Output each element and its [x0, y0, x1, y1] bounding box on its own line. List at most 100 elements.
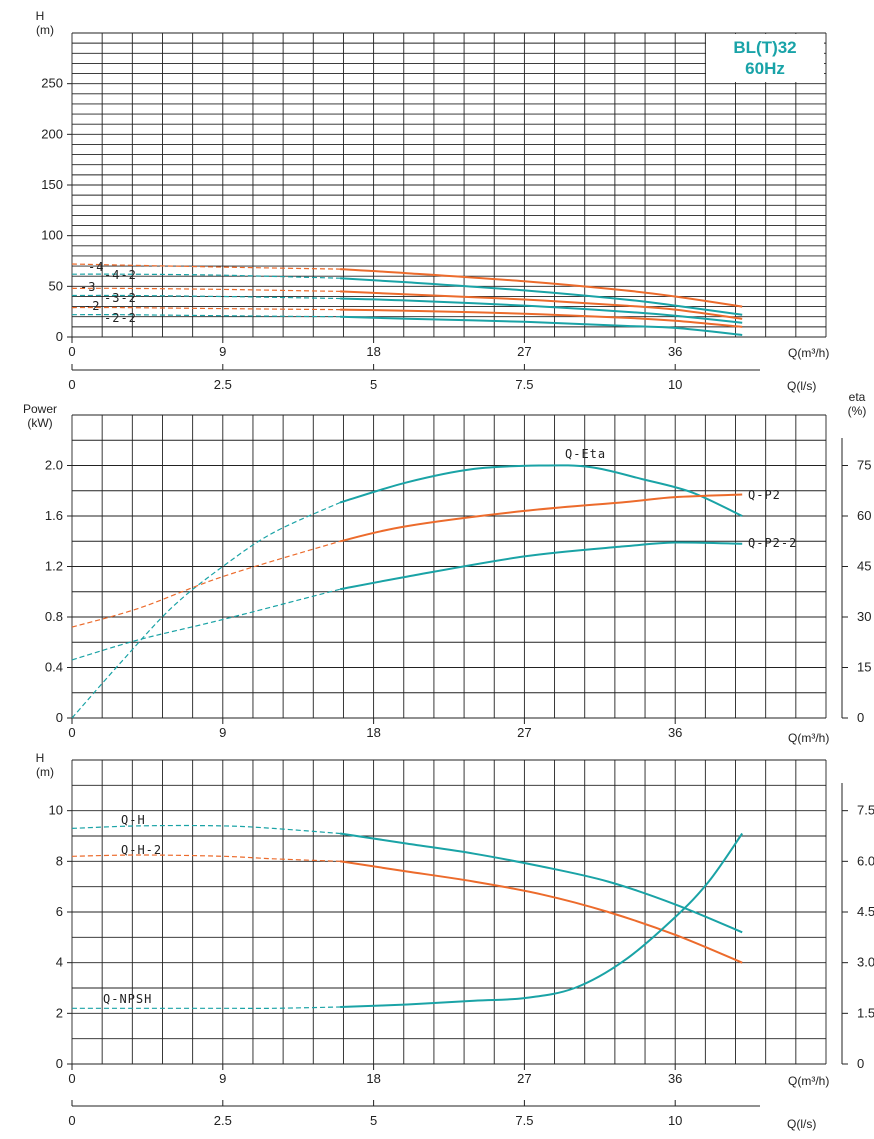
series-label-2-2: -2-2	[104, 311, 137, 325]
head-series-5	[71, 314, 743, 336]
head-ytick-label: 50	[49, 278, 63, 293]
npsh-xtick-label: 9	[219, 1071, 226, 1086]
power-series-line-dashed	[71, 588, 341, 661]
series-label-q-npsh: Q-NPSH	[103, 992, 152, 1006]
npsh-series-1	[71, 854, 743, 964]
power-ytick-label: 2.0	[45, 458, 63, 473]
head-x2tick-label: 10	[668, 377, 682, 392]
head-axis-title: H	[36, 9, 45, 23]
head-ytick-label: 200	[41, 126, 63, 141]
head-x2-axis-label: Q(l/s)	[787, 379, 816, 393]
power-x-axis-label: Q(m³/h)	[788, 731, 829, 745]
head-series-line-dashed	[71, 287, 341, 292]
npsh-y2tick-label: 3.0	[857, 955, 874, 970]
npsh-y2tick-label: 4.5	[857, 904, 874, 919]
npsh-series-line	[339, 860, 743, 964]
power-series-0	[71, 464, 743, 719]
panel-npsh: 0 2 4 6 8 10 0 9 18 27 36 0 2.5 5 7.5 10 0 1.5 3.0 4.5 6.0 7.…	[49, 759, 874, 1128]
eta-axis-title: eta	[849, 390, 866, 404]
head-series-line-dashed	[71, 273, 341, 279]
head-x2tick-label: 5	[370, 377, 377, 392]
power-series-line-dashed	[71, 540, 341, 628]
npsh-x2tick-label: 0	[68, 1113, 75, 1128]
power-series-line	[339, 464, 743, 517]
npsh-xtick-label: 36	[668, 1071, 682, 1086]
series-label-q-p2-2: Q-P2-2	[748, 536, 797, 550]
head-series-line-dashed	[71, 263, 341, 270]
panel-head: BL(T)32 60Hz 0 50 100 150 200 250 0 9 18 27 36 0 2.5 5 7…	[41, 32, 827, 392]
head-series-1	[71, 273, 743, 316]
power-ytick-label: 0.4	[45, 660, 63, 675]
panel-power: 0 0.4 0.8 1.2 1.6 2.0 0 9 18 27 36 0 15 30 45 60 75	[45, 414, 871, 740]
power-series-1	[71, 493, 743, 628]
npsh-y2tick-label: 6.0	[857, 853, 874, 868]
power-y2tick-label: 60	[857, 508, 871, 523]
npsh-y2tick-label: 1.5	[857, 1005, 874, 1020]
head-x-axis-label: Q(m³/h)	[788, 346, 829, 360]
head-xtick-label: 0	[68, 344, 75, 359]
series-label-2: -2	[84, 299, 100, 313]
eta-axis-unit: (%)	[848, 404, 867, 418]
head-series-line	[340, 315, 743, 336]
head-x2tick-label: 0	[68, 377, 75, 392]
head-xtick-label: 27	[517, 344, 531, 359]
head-ytick-label: 150	[41, 177, 63, 192]
npsh-series-line-dashed	[72, 1006, 341, 1009]
power-xtick-label: 0	[68, 725, 75, 740]
head-xtick-label: 36	[668, 344, 682, 359]
npsh-axis-title: H	[36, 751, 45, 765]
power-series-line	[339, 541, 743, 591]
head-series-line-dashed	[71, 314, 341, 318]
npsh-x2tick-label: 5	[370, 1113, 377, 1128]
head-series-line	[340, 297, 743, 324]
npsh-series-line-dashed	[71, 854, 341, 862]
series-label-q-h: Q-H	[121, 813, 146, 827]
head-ytick-label: 0	[56, 329, 63, 344]
model-name: BL(T)32	[733, 38, 796, 57]
series-label-3-2: -3-2	[104, 291, 137, 305]
power-axis-title: Power	[23, 402, 57, 416]
npsh-ytick-label: 2	[56, 1005, 63, 1020]
series-label-q-h-2: Q-H-2	[121, 843, 162, 857]
power-xtick-label: 18	[366, 725, 380, 740]
head-series-line	[340, 277, 743, 316]
power-y2tick-label: 30	[857, 609, 871, 624]
npsh-series-line-dashed	[71, 824, 341, 835]
power-xtick-label: 9	[219, 725, 226, 740]
head-series-line	[340, 268, 743, 308]
power-series-line-dashed	[71, 501, 341, 719]
npsh-ytick-label: 6	[56, 904, 63, 919]
npsh-ytick-label: 0	[56, 1056, 63, 1071]
npsh-ytick-label: 10	[49, 803, 63, 818]
npsh-xtick-label: 0	[68, 1071, 75, 1086]
head-series-line-dashed	[71, 294, 341, 300]
series-label-q-p2: Q-P2	[748, 488, 781, 502]
npsh-series-2	[72, 832, 744, 1009]
npsh-ytick-label: 4	[56, 955, 63, 970]
head-xtick-label: 18	[366, 344, 380, 359]
npsh-grid	[71, 759, 827, 1065]
head-ytick-label: 250	[41, 76, 63, 91]
head-x2tick-label: 2.5	[214, 377, 232, 392]
head-axis-unit: (m)	[36, 23, 54, 37]
power-series-2	[71, 541, 743, 661]
power-xtick-label: 27	[517, 725, 531, 740]
npsh-series-line	[339, 832, 743, 934]
npsh-x2tick-label: 10	[668, 1113, 682, 1128]
npsh-axis-unit: (m)	[36, 765, 54, 779]
npsh-xtick-label: 18	[366, 1071, 380, 1086]
npsh-x2tick-label: 2.5	[214, 1113, 232, 1128]
power-series-line	[339, 493, 743, 543]
series-label-4-2: -4-2	[104, 268, 137, 282]
head-series-line	[340, 290, 743, 320]
power-ytick-label: 1.6	[45, 508, 63, 523]
head-ytick-label: 100	[41, 228, 63, 243]
head-series-0	[71, 263, 743, 308]
power-grid	[71, 414, 827, 719]
power-xtick-label: 36	[668, 725, 682, 740]
npsh-x-axis-label: Q(m³/h)	[788, 1074, 829, 1088]
npsh-ytick-label: 8	[56, 853, 63, 868]
npsh-x2tick-label: 7.5	[515, 1113, 533, 1128]
